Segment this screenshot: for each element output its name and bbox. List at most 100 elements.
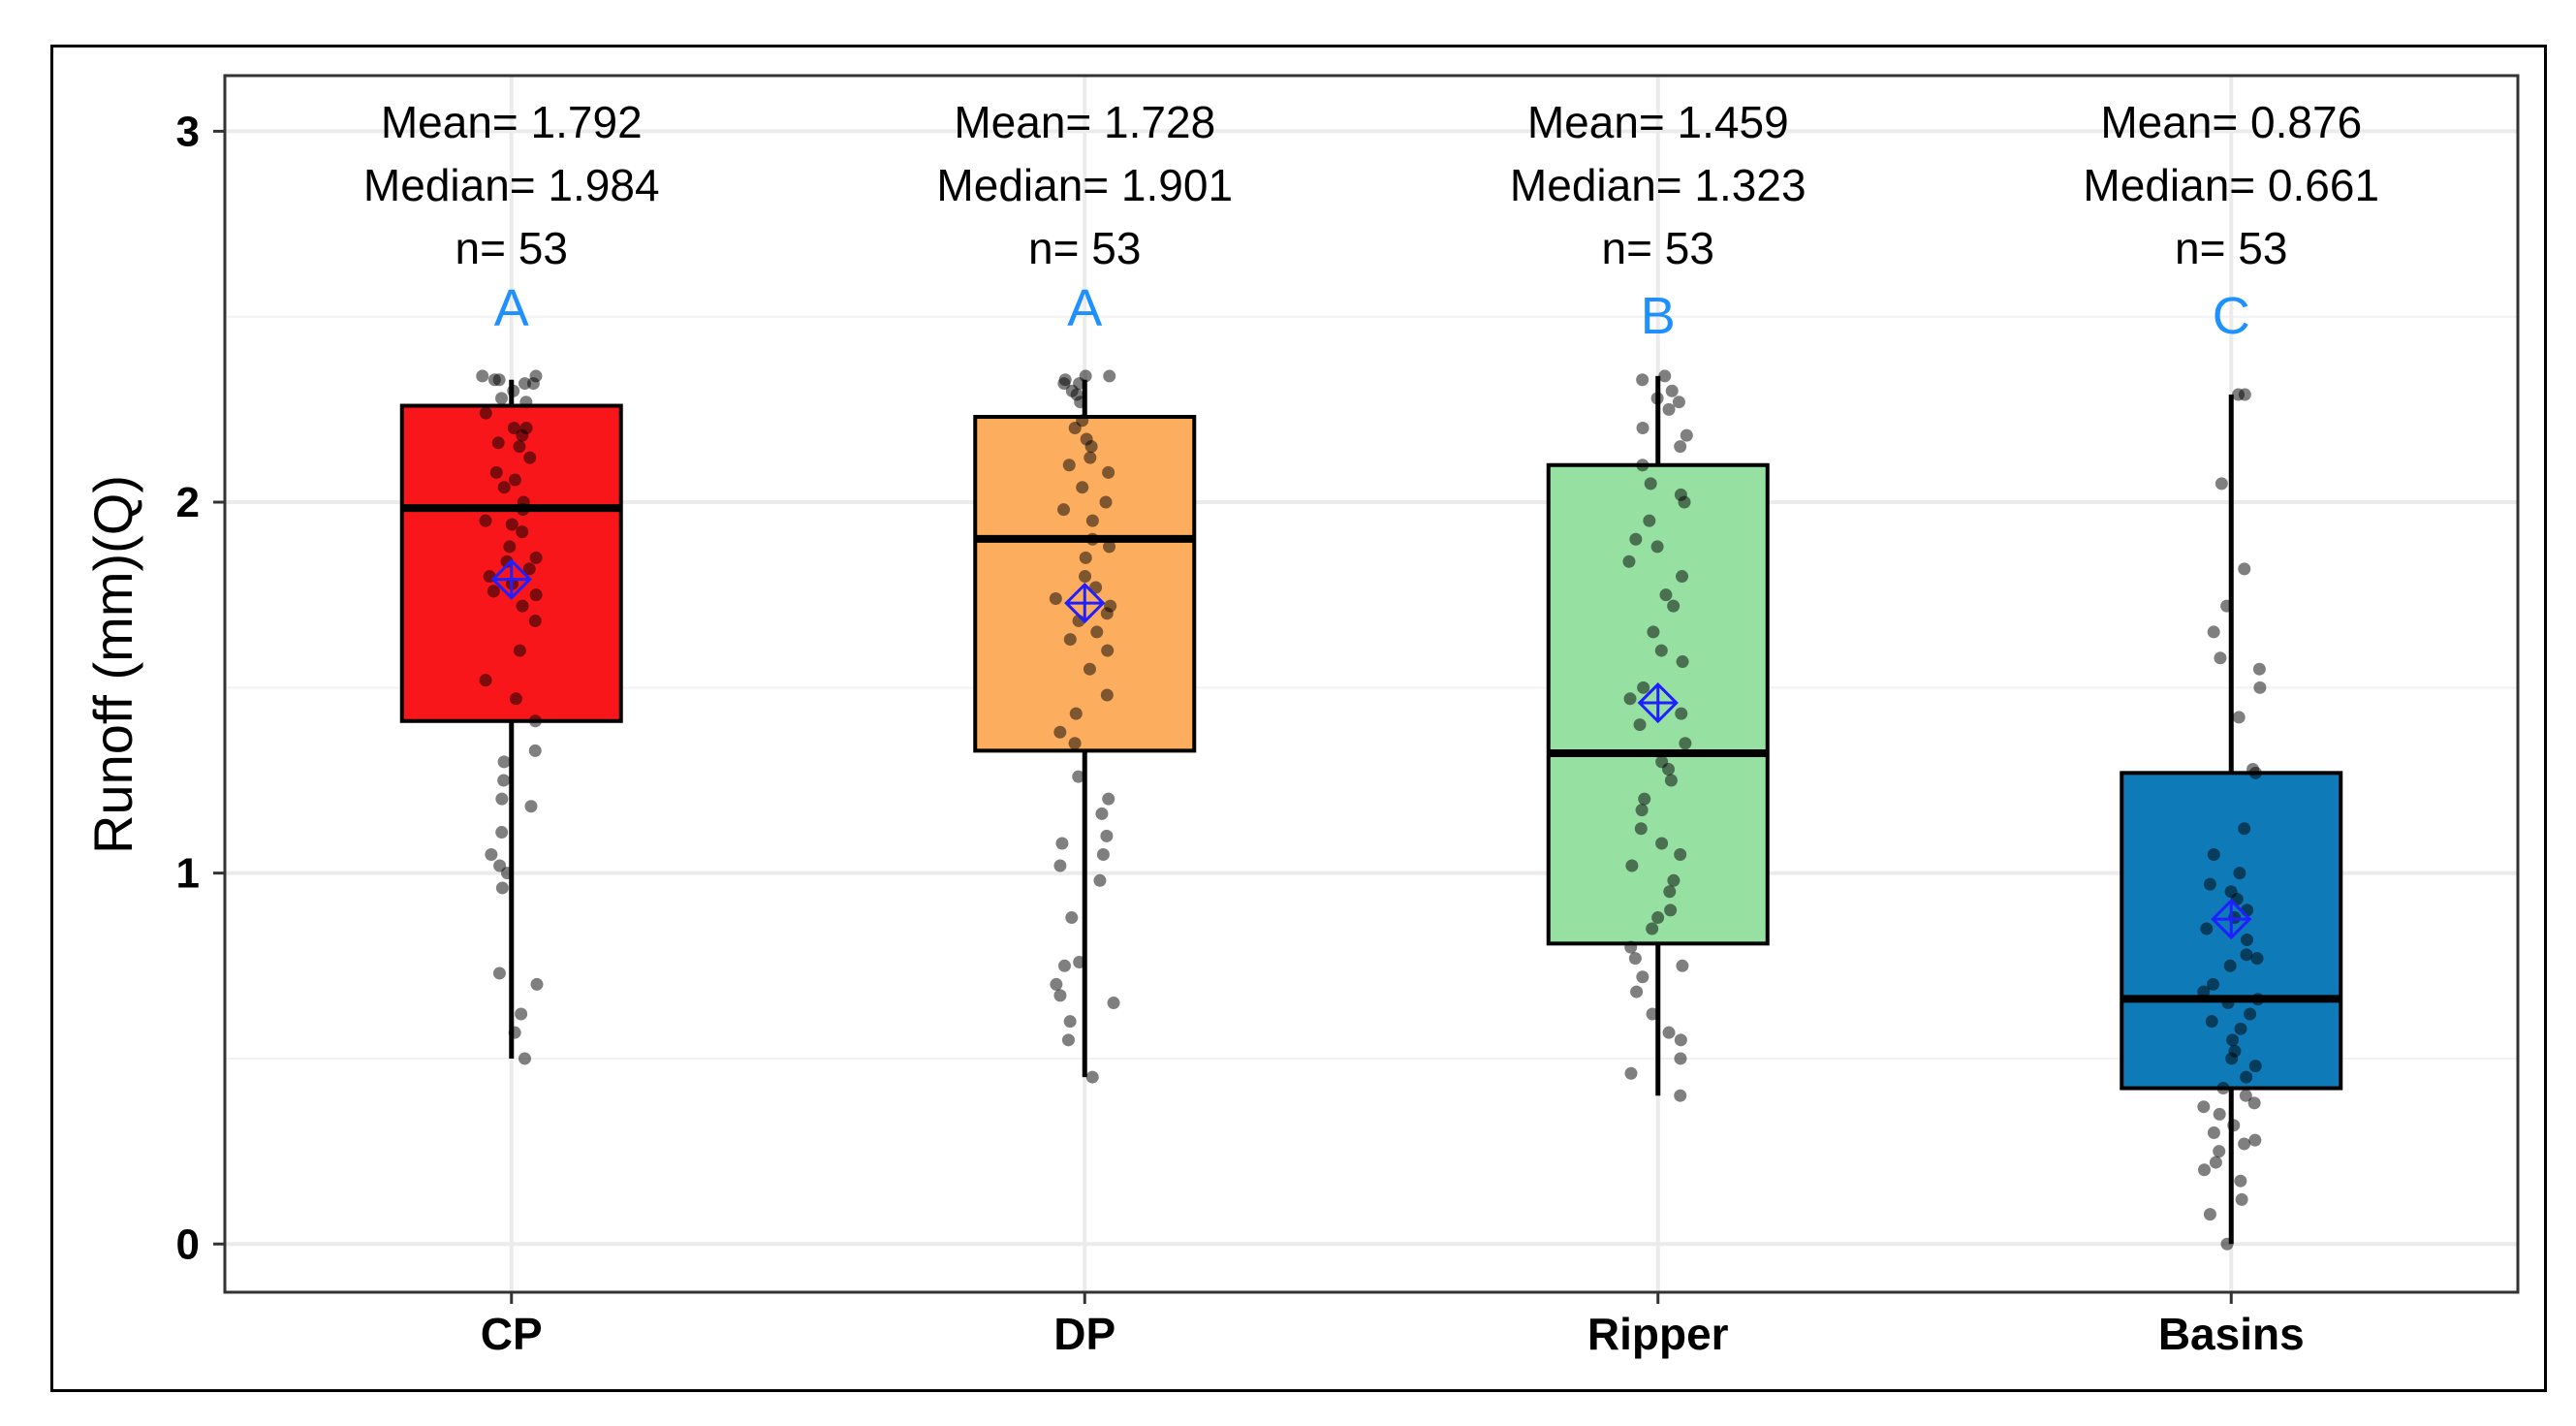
data-point bbox=[2220, 1237, 2234, 1251]
data-point bbox=[1053, 725, 1067, 739]
data-point bbox=[513, 440, 526, 454]
data-point bbox=[1063, 1015, 1077, 1029]
median-annotation: Median= 0.661 bbox=[2083, 160, 2379, 210]
data-point bbox=[1662, 763, 1676, 776]
data-point bbox=[1102, 792, 1115, 806]
data-point bbox=[2240, 948, 2253, 962]
data-point bbox=[523, 451, 537, 464]
data-point bbox=[2200, 922, 2214, 935]
data-point bbox=[1065, 911, 1079, 925]
data-point bbox=[1074, 396, 1087, 409]
data-point bbox=[479, 514, 492, 527]
data-point bbox=[1068, 737, 1082, 750]
data-point bbox=[528, 714, 542, 728]
data-point bbox=[1084, 440, 1098, 454]
x-tick-label: CP bbox=[481, 1309, 543, 1359]
data-point bbox=[2240, 1070, 2253, 1084]
data-point bbox=[1676, 655, 1689, 669]
median-annotation: Median= 1.984 bbox=[363, 160, 660, 210]
data-point bbox=[1679, 737, 1692, 750]
data-point bbox=[2227, 1119, 2241, 1132]
y-axis-title: Runoff (mm)(Q) bbox=[82, 475, 143, 854]
data-point bbox=[1647, 625, 1660, 639]
data-point bbox=[1623, 692, 1637, 706]
data-point bbox=[1624, 1066, 1638, 1080]
mean-annotation: Mean= 0.876 bbox=[2100, 97, 2362, 147]
significance-letter: A bbox=[1067, 279, 1102, 337]
mean-markers bbox=[490, 558, 2252, 940]
data-point bbox=[1650, 392, 1664, 405]
y-tick-label: 2 bbox=[176, 479, 200, 526]
data-point bbox=[1053, 859, 1067, 872]
data-point bbox=[2234, 1022, 2247, 1035]
data-point bbox=[1637, 681, 1650, 694]
data-point bbox=[1662, 402, 1676, 416]
data-point bbox=[518, 1052, 532, 1065]
data-point bbox=[1057, 377, 1071, 391]
data-point bbox=[2206, 977, 2219, 991]
data-point bbox=[1674, 1033, 1687, 1047]
data-point bbox=[1085, 1070, 1099, 1084]
data-point bbox=[1663, 885, 1677, 899]
y-tick-label: 0 bbox=[176, 1220, 200, 1268]
mean-annotation: Mean= 1.459 bbox=[1527, 97, 1789, 147]
data-point bbox=[2225, 1052, 2239, 1065]
y-tick-label: 1 bbox=[176, 850, 200, 898]
data-point bbox=[2250, 952, 2264, 966]
data-point bbox=[497, 774, 511, 787]
data-point bbox=[1099, 495, 1113, 509]
data-point bbox=[1667, 873, 1681, 887]
data-point bbox=[2234, 1174, 2247, 1188]
data-point bbox=[1646, 1007, 1659, 1021]
data-point bbox=[1678, 495, 1691, 509]
data-point bbox=[2235, 1192, 2248, 1206]
data-point bbox=[1654, 644, 1668, 657]
data-point bbox=[524, 800, 538, 813]
data-point bbox=[1636, 970, 1649, 984]
figure-frame bbox=[50, 45, 2547, 1392]
data-point bbox=[1667, 599, 1681, 613]
data-point bbox=[2221, 997, 2235, 1010]
data-point bbox=[497, 481, 511, 494]
data-point bbox=[1672, 396, 1685, 409]
data-point bbox=[516, 599, 529, 613]
data-point bbox=[1083, 662, 1096, 676]
data-point bbox=[1643, 514, 1656, 527]
data-point bbox=[487, 373, 501, 387]
data-point bbox=[476, 369, 489, 383]
data-point bbox=[2216, 1082, 2230, 1095]
data-point bbox=[1100, 829, 1114, 842]
data-point bbox=[2233, 867, 2246, 880]
data-point bbox=[1665, 384, 1679, 397]
data-point bbox=[2238, 562, 2251, 576]
data-point bbox=[1061, 1033, 1075, 1047]
data-point bbox=[1674, 1052, 1687, 1065]
data-point bbox=[2207, 848, 2220, 862]
data-point bbox=[1659, 588, 1673, 602]
data-point bbox=[1674, 848, 1687, 862]
data-point bbox=[500, 867, 514, 880]
data-point bbox=[1655, 837, 1669, 850]
data-point bbox=[1100, 688, 1114, 702]
mean-annotation: Mean= 1.792 bbox=[381, 97, 643, 147]
data-point bbox=[1102, 465, 1115, 479]
n-annotation: n= 53 bbox=[1028, 223, 1141, 273]
data-point bbox=[1103, 540, 1116, 554]
data-point bbox=[2213, 1107, 2226, 1121]
data-point bbox=[2226, 1033, 2240, 1047]
data-point bbox=[518, 377, 532, 391]
data-point bbox=[1676, 959, 1689, 972]
data-point bbox=[495, 792, 509, 806]
data-point bbox=[530, 977, 544, 991]
data-point bbox=[1636, 373, 1649, 387]
data-point bbox=[526, 377, 540, 391]
data-point bbox=[2244, 1007, 2257, 1021]
data-point bbox=[1057, 503, 1071, 517]
data-point bbox=[1630, 985, 1644, 998]
data-point bbox=[2197, 985, 2211, 998]
data-point bbox=[1103, 369, 1116, 383]
data-point bbox=[2215, 477, 2228, 491]
data-point bbox=[2247, 1096, 2261, 1110]
data-point bbox=[1638, 792, 1651, 806]
